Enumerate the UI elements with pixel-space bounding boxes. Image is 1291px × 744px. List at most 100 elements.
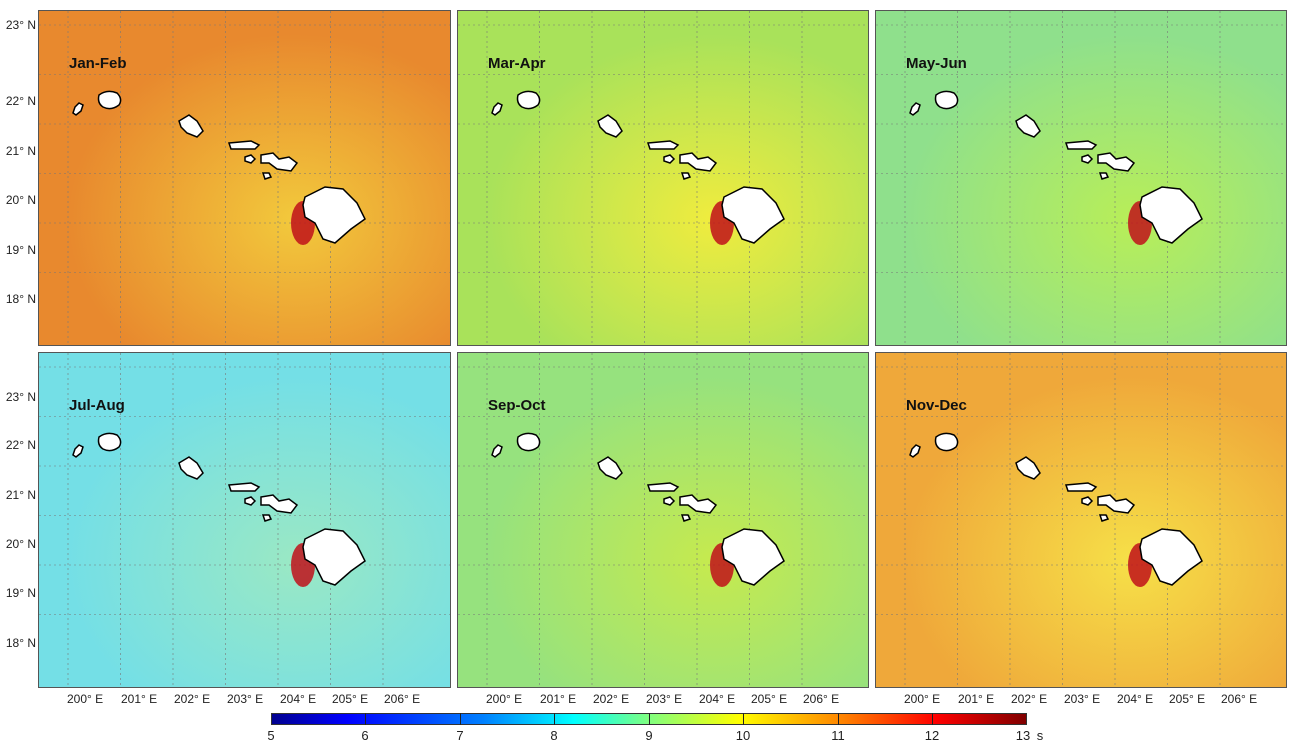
colorbar-tick <box>460 713 461 725</box>
lon-label: 202° E <box>1011 692 1048 706</box>
colorbar-label: 9 <box>645 728 653 743</box>
wave-period-field <box>458 11 868 345</box>
niihau-island <box>491 444 503 458</box>
niihau-island <box>909 444 921 458</box>
hawaii-island <box>302 528 366 586</box>
lon-label: 201° E <box>540 692 577 706</box>
lon-label: 204° E <box>280 692 317 706</box>
colorbar-label: 11 <box>831 728 845 743</box>
panel-label: Mar-Apr <box>488 55 546 72</box>
panel-label: Jul-Aug <box>69 397 125 414</box>
lon-label: 200° E <box>67 692 104 706</box>
kahoolawe-island <box>680 172 692 180</box>
wave-period-map <box>876 11 1286 345</box>
maui-island <box>679 152 718 172</box>
colorbar-label: 8 <box>550 728 558 743</box>
kahoolawe-island <box>680 514 692 522</box>
panel-label: Sep-Oct <box>488 397 546 414</box>
wave-period-map <box>876 353 1286 687</box>
maui-island <box>260 494 299 514</box>
molokai-island <box>1064 482 1098 492</box>
map-panel-nov-dec: Nov-Dec <box>875 352 1287 688</box>
colorbar-tick <box>554 713 555 725</box>
colorbar-unit: s <box>1036 728 1044 743</box>
lanai-island <box>244 154 257 164</box>
kahoolawe-island <box>261 514 273 522</box>
molokai-island <box>646 140 680 150</box>
map-panel-jan-feb: Jan-Feb <box>38 10 451 346</box>
lon-label: 204° E <box>1117 692 1154 706</box>
colorbar-tick <box>649 713 650 725</box>
kahoolawe-island <box>1098 172 1110 180</box>
maui-island <box>1097 152 1136 172</box>
oahu-island <box>1015 114 1041 138</box>
wave-period-field <box>39 353 450 687</box>
kauai-island <box>97 90 122 110</box>
kauai-island <box>516 432 541 452</box>
wave-period-map <box>39 353 450 687</box>
colorbar-label: 12 <box>924 728 940 743</box>
niihau-island <box>72 102 84 116</box>
lat-label: 22° N <box>5 438 36 452</box>
wave-period-field <box>39 11 450 345</box>
lon-label: 200° E <box>486 692 523 706</box>
wave-period-field <box>876 11 1286 345</box>
maui-island <box>1097 494 1136 514</box>
oahu-island <box>178 456 204 480</box>
lon-label: 202° E <box>593 692 630 706</box>
molokai-island <box>227 482 261 492</box>
molokai-island <box>1064 140 1098 150</box>
molokai-island <box>227 140 261 150</box>
kahoolawe-island <box>261 172 273 180</box>
colorbar-tick <box>932 713 933 725</box>
hawaii-island <box>1139 528 1203 586</box>
hawaii-island <box>1139 186 1203 244</box>
panel-label: Nov-Dec <box>906 397 967 414</box>
lat-label: 23° N <box>5 390 36 404</box>
lat-label: 22° N <box>5 94 36 108</box>
lon-label: 205° E <box>1169 692 1206 706</box>
colorbar-label: 13 <box>1015 728 1031 743</box>
niihau-island <box>909 102 921 116</box>
lanai-island <box>1081 154 1094 164</box>
lon-label: 205° E <box>751 692 788 706</box>
map-panel-mar-apr: Mar-Apr <box>457 10 869 346</box>
lon-label: 206° E <box>384 692 421 706</box>
lat-label: 20° N <box>5 193 36 207</box>
lat-label: 19° N <box>5 586 36 600</box>
wave-period-map <box>458 353 868 687</box>
colorbar-tick <box>838 713 839 725</box>
kauai-island <box>934 90 959 110</box>
hawaii-island <box>302 186 366 244</box>
hawaii-island <box>721 186 785 244</box>
colorbar-tick <box>365 713 366 725</box>
colorbar-label: 5 <box>267 728 275 743</box>
maui-island <box>260 152 299 172</box>
niihau-island <box>72 444 84 458</box>
molokai-island <box>646 482 680 492</box>
lon-label: 202° E <box>174 692 211 706</box>
oahu-island <box>597 114 623 138</box>
lat-label: 19° N <box>5 243 36 257</box>
lat-label: 23° N <box>5 18 36 32</box>
kauai-island <box>934 432 959 452</box>
niihau-island <box>491 102 503 116</box>
kahoolawe-island <box>1098 514 1110 522</box>
lat-label: 18° N <box>5 292 36 306</box>
oahu-island <box>1015 456 1041 480</box>
hawaii-island <box>721 528 785 586</box>
wave-period-field <box>876 353 1286 687</box>
kauai-island <box>516 90 541 110</box>
colorbar-label: 7 <box>456 728 464 743</box>
lon-label: 200° E <box>904 692 941 706</box>
colorbar-label: 6 <box>361 728 369 743</box>
maui-island <box>679 494 718 514</box>
lon-label: 204° E <box>699 692 736 706</box>
colorbar-tick <box>743 713 744 725</box>
lanai-island <box>663 496 676 506</box>
lon-label: 206° E <box>803 692 840 706</box>
lon-label: 203° E <box>646 692 683 706</box>
lon-label: 206° E <box>1221 692 1258 706</box>
lat-label: 21° N <box>5 488 36 502</box>
panel-label: Jan-Feb <box>69 55 127 72</box>
